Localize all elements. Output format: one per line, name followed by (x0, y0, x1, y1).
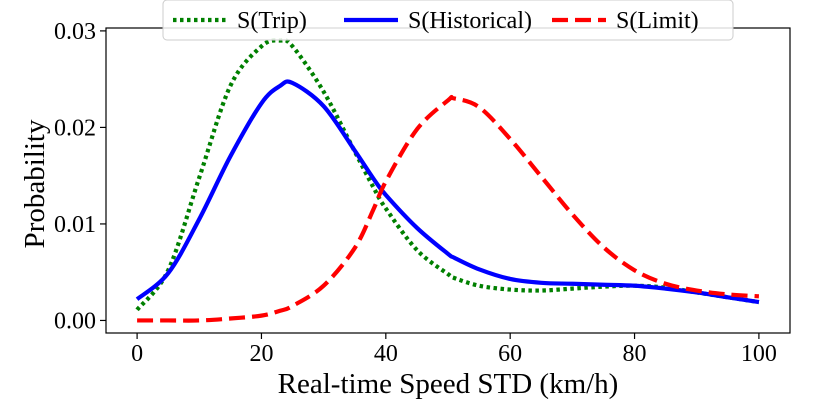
legend-box (162, 0, 734, 41)
x-tick-label: 40 (374, 341, 398, 367)
x-tick-label: 60 (498, 341, 522, 367)
series-line-s-historical (135, 79, 760, 305)
legend-label: S(Limit) (616, 8, 699, 34)
y-axis-label: Probability (19, 119, 51, 248)
x-tick-label: 0 (131, 341, 143, 367)
x-axis-label: Real-time Speed STD (km/h) (278, 368, 619, 400)
series-layer (135, 38, 760, 323)
legend: S(Trip) S(Historical) S(Limit) (162, 0, 734, 41)
x-tick-label: 20 (249, 341, 273, 367)
y-tick-label: 0.03 (54, 19, 96, 45)
y-tick-label: 0.01 (54, 212, 96, 238)
x-tick-label: 80 (623, 341, 647, 367)
y-tick-label: 0.02 (54, 115, 96, 141)
legend-label: S(Trip) (237, 8, 307, 34)
series-line-s-limit (137, 94, 760, 323)
series-line-s-trip (135, 38, 760, 312)
x-tick-label: 100 (741, 341, 777, 367)
plot-area (105, 27, 791, 334)
y-tick-label: 0.00 (54, 308, 96, 334)
x-axis-ticks: 0 20 40 60 80 100 (131, 333, 777, 367)
y-axis-ticks: 0.00 0.01 0.02 0.03 (54, 19, 106, 334)
legend-label: S(Historical) (408, 8, 532, 34)
